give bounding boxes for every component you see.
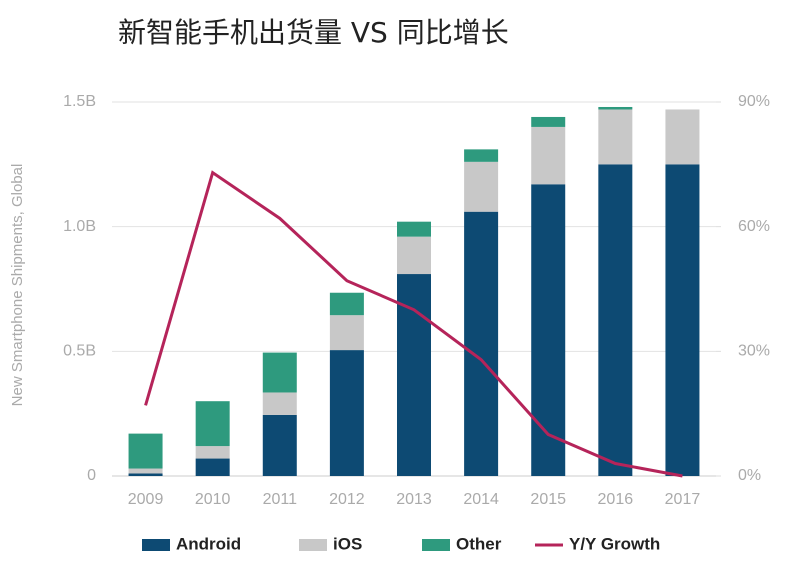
x-tick-label: 2013 xyxy=(396,491,432,508)
bar-segment xyxy=(128,468,163,474)
bar-segment xyxy=(531,184,566,476)
x-tick-label: 2011 xyxy=(263,491,298,508)
x-tick-label: 2009 xyxy=(128,491,164,508)
bar-segment xyxy=(195,458,230,476)
legend-marker xyxy=(299,539,327,551)
legend-label: Android xyxy=(176,534,241,553)
chart-title: 新智能手机出货量 VS 同比增长 xyxy=(118,16,509,49)
legend-label: iOS xyxy=(333,534,362,553)
x-tick-label: 2014 xyxy=(463,491,499,508)
bar-segment xyxy=(397,236,431,275)
bar-segment xyxy=(464,211,499,476)
legend-marker xyxy=(422,539,450,551)
bar-segment xyxy=(128,433,163,469)
bar-segment xyxy=(195,446,230,459)
bar-segment xyxy=(464,149,499,162)
legend-marker xyxy=(142,539,170,551)
y2-tick-label: 90% xyxy=(738,93,770,110)
bar-segment xyxy=(598,164,633,477)
x-tick-label: 2010 xyxy=(195,491,231,508)
line xyxy=(144,170,683,478)
x-tick-label: 2016 xyxy=(598,491,634,508)
bar-segment xyxy=(598,106,633,110)
bar-segment xyxy=(531,126,566,185)
y-tick-label: 0 xyxy=(87,467,96,484)
bar-segment xyxy=(262,414,297,476)
y2-tick-label: 60% xyxy=(738,218,770,235)
bar-segment xyxy=(329,315,364,351)
bar-segment xyxy=(262,352,297,393)
y-tick-label: 0.5B xyxy=(63,343,96,360)
bar-segment xyxy=(598,109,633,165)
y-tick-label: 1.5B xyxy=(63,93,96,110)
bar-segment xyxy=(329,292,364,316)
bar-segment xyxy=(665,164,700,477)
y-axis-label: New Smartphone Shipments, Global xyxy=(9,164,26,407)
bar-segment xyxy=(329,350,364,476)
x-tick-label: 2012 xyxy=(329,491,365,508)
y2-tick-label: 30% xyxy=(738,343,770,360)
y-tick-label: 1.0B xyxy=(63,218,96,235)
y2-tick-label: 0% xyxy=(738,467,761,484)
bar-segment xyxy=(397,221,431,237)
x-tick-label: 2017 xyxy=(665,491,701,508)
legend-label: Other xyxy=(456,534,502,553)
x-tick-label: 2015 xyxy=(530,491,566,508)
bar-segment xyxy=(195,401,230,447)
bar-segment xyxy=(397,274,431,476)
legend-label: Y/Y Growth xyxy=(569,534,660,553)
bar-segment xyxy=(665,109,700,165)
bar-segment xyxy=(262,392,297,415)
bar-segment xyxy=(128,473,163,476)
bar-segment xyxy=(464,161,499,212)
bar-segment xyxy=(531,116,566,127)
